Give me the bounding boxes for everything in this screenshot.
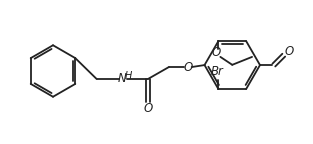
Text: O: O (212, 46, 221, 59)
Text: O: O (183, 60, 192, 74)
Text: O: O (143, 102, 153, 115)
Text: N: N (118, 72, 127, 85)
Text: O: O (284, 45, 293, 58)
Text: H: H (125, 71, 132, 81)
Text: Br: Br (211, 65, 224, 78)
